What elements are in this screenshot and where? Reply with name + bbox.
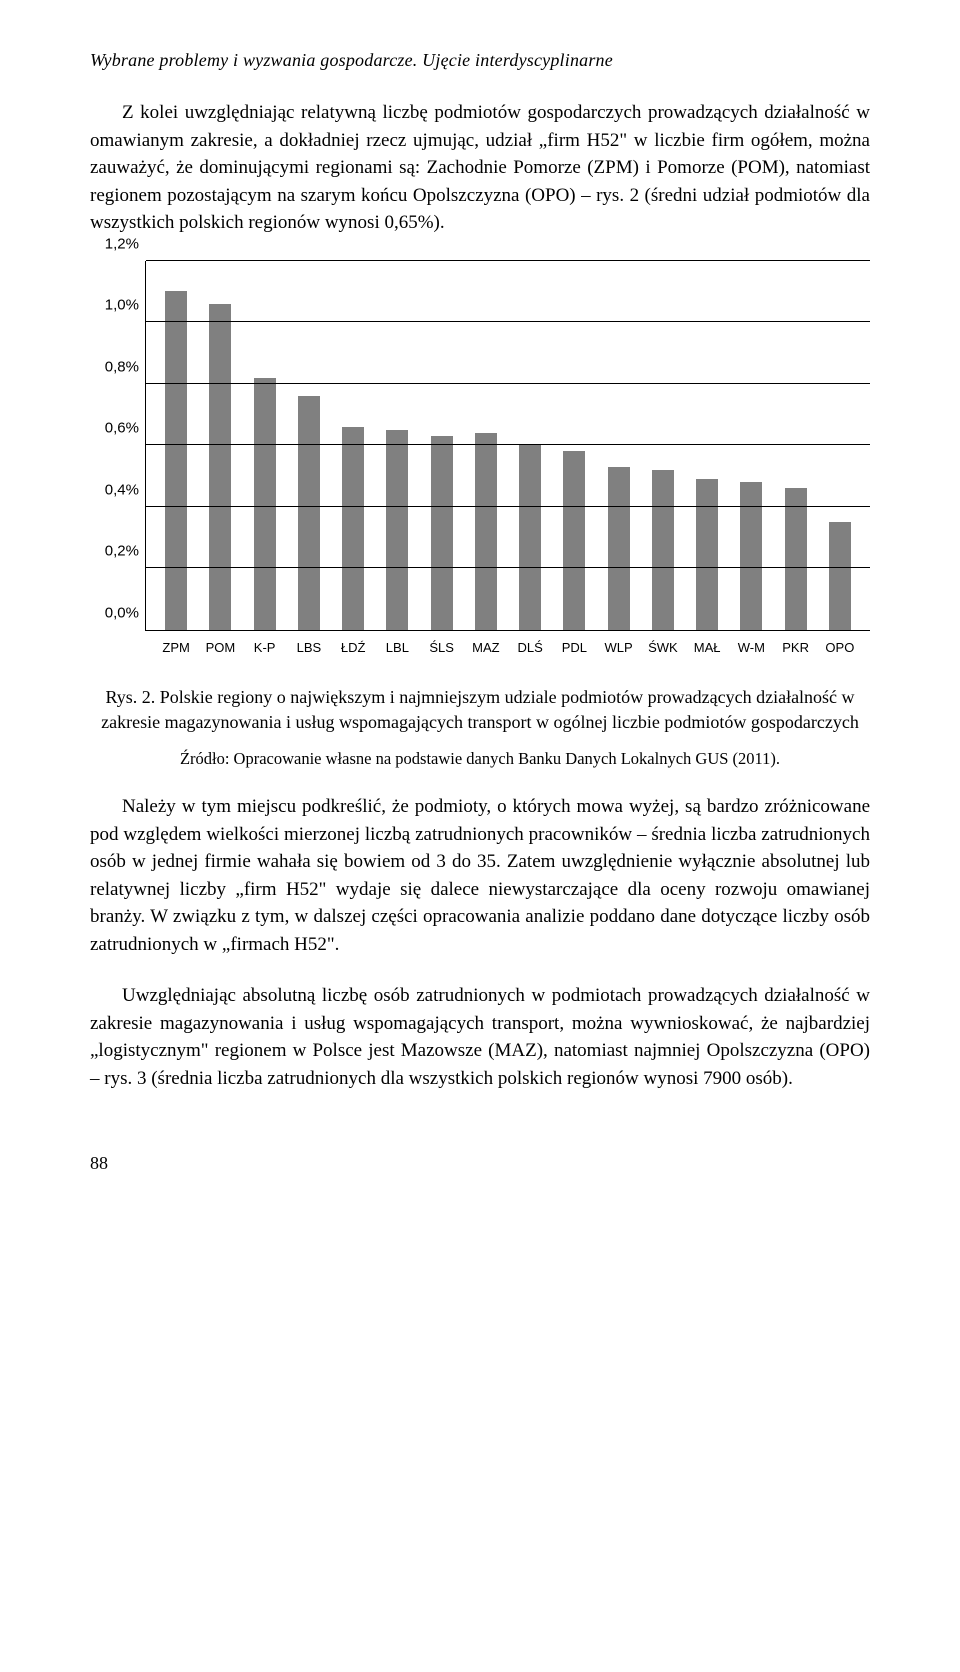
bar [209, 304, 231, 630]
bar [386, 430, 408, 630]
xtick-label: ŚLS [429, 640, 454, 655]
bar [519, 445, 541, 630]
bar-slot: PDL [552, 261, 596, 630]
ytick-label: 0,6% [91, 420, 139, 437]
bar [696, 479, 718, 630]
xtick-label: ŚWK [648, 640, 678, 655]
ytick-label: 0,2% [91, 543, 139, 560]
xtick-label: ZPM [162, 640, 189, 655]
bar [254, 378, 276, 630]
bar [475, 433, 497, 630]
bar [740, 482, 762, 630]
paragraph-3: Uwzględniając absolutną liczbę osób zatr… [90, 982, 870, 1092]
page-header-title: Wybrane problemy i wyzwania gospodarcze.… [90, 50, 870, 71]
page-number: 88 [90, 1153, 870, 1174]
figure-caption: Rys. 2. Polskie regiony o największym i … [90, 685, 870, 735]
bar-chart: ZPMPOMK-PLBSŁDŹLBLŚLSMAZDLŚPDLWLPŚWKMAŁW… [90, 261, 870, 661]
xtick-label: LBL [386, 640, 409, 655]
chart-plot-area: ZPMPOMK-PLBSŁDŹLBLŚLSMAZDLŚPDLWLPŚWKMAŁW… [145, 261, 870, 631]
paragraph-2: Należy w tym miejscu podkreślić, że podm… [90, 793, 870, 958]
bar [563, 451, 585, 629]
bar-slot: DLŚ [508, 261, 552, 630]
xtick-label: W-M [738, 640, 765, 655]
xtick-label: WLP [605, 640, 633, 655]
figure-source: Źródło: Opracowanie własne na podstawie … [90, 749, 870, 769]
bar-slot: ŚWK [641, 261, 685, 630]
ytick-label: 0,4% [91, 481, 139, 498]
xtick-label: PKR [782, 640, 809, 655]
ytick-label: 1,0% [91, 297, 139, 314]
bar [785, 488, 807, 629]
bar-slot: LBS [287, 261, 331, 630]
chart-gridline [146, 321, 870, 322]
chart-gridline [146, 444, 870, 445]
bar [298, 396, 320, 630]
xtick-label: K-P [254, 640, 276, 655]
chart-gridline [146, 260, 870, 261]
chart-gridline [146, 567, 870, 568]
ytick-label: 0,0% [91, 604, 139, 621]
bar-slot: LBL [375, 261, 419, 630]
xtick-label: LBS [297, 640, 322, 655]
xtick-label: POM [206, 640, 236, 655]
bar-slot: MAZ [464, 261, 508, 630]
bar-slot: ŚLS [420, 261, 464, 630]
xtick-label: ŁDŹ [341, 640, 366, 655]
bar-slot: W-M [729, 261, 773, 630]
bar-slot: K-P [243, 261, 287, 630]
chart-gridline [146, 506, 870, 507]
bar-chart-container: ZPMPOMK-PLBSŁDŹLBLŚLSMAZDLŚPDLWLPŚWKMAŁW… [90, 261, 870, 661]
bar [431, 436, 453, 630]
bar [165, 291, 187, 629]
bar [342, 427, 364, 630]
xtick-label: OPO [825, 640, 854, 655]
bar-slot: MAŁ [685, 261, 729, 630]
bar-slot: OPO [818, 261, 862, 630]
xtick-label: PDL [562, 640, 587, 655]
bar-slot: ŁDŹ [331, 261, 375, 630]
bars-group: ZPMPOMK-PLBSŁDŹLBLŚLSMAZDLŚPDLWLPŚWKMAŁW… [146, 261, 870, 630]
bar [608, 467, 630, 630]
xtick-label: MAŁ [694, 640, 721, 655]
chart-gridline [146, 383, 870, 384]
ytick-label: 0,8% [91, 358, 139, 375]
bar-slot: PKR [774, 261, 818, 630]
xtick-label: DLŚ [517, 640, 542, 655]
bar-slot: WLP [597, 261, 641, 630]
bar [652, 470, 674, 630]
bar [829, 522, 851, 630]
bar-slot: POM [198, 261, 242, 630]
ytick-label: 1,2% [91, 235, 139, 252]
bar-slot: ZPM [154, 261, 198, 630]
xtick-label: MAZ [472, 640, 499, 655]
paragraph-1: Z kolei uwzględniając relatywną liczbę p… [90, 99, 870, 237]
